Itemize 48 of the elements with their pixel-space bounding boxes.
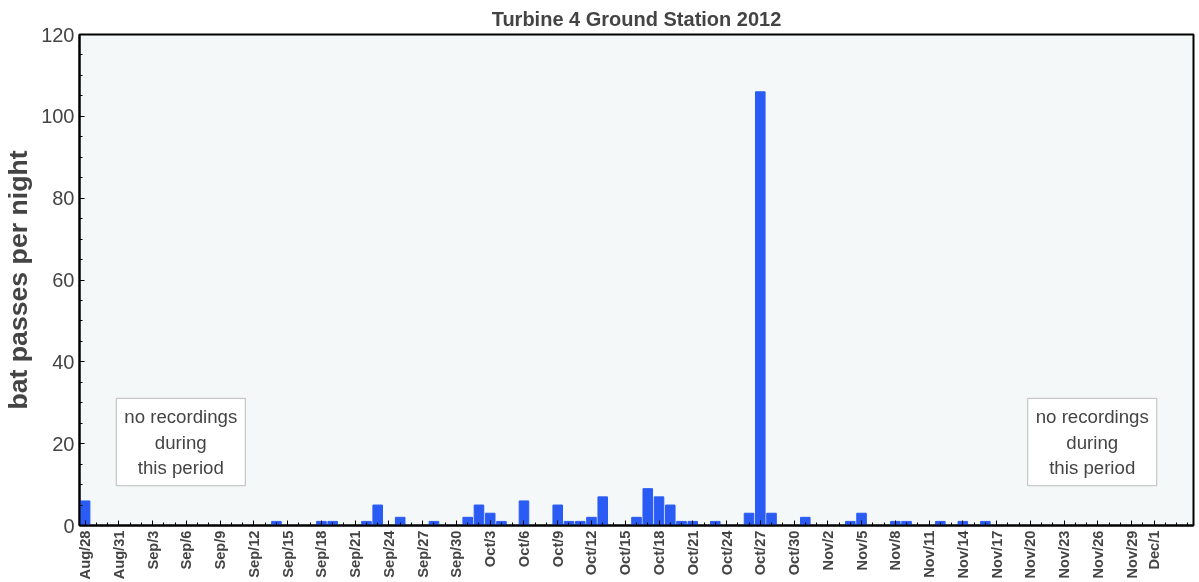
x-tick-label: Oct/3 <box>482 530 499 568</box>
x-tick-label: Nov/14 <box>954 529 971 579</box>
bar <box>394 516 406 526</box>
y-tick-label: 100 <box>41 105 75 128</box>
x-tick-label: Nov/11 <box>921 530 938 578</box>
y-tick-label: 0 <box>63 514 75 537</box>
x-tick-label: Oct/27 <box>752 530 769 576</box>
x-tick-label: Nov/20 <box>1022 530 1039 579</box>
x-tick-label: Sep/15 <box>279 530 296 578</box>
x-tick-label: Nov/26 <box>1089 530 1106 579</box>
y-tick-label: 80 <box>52 187 75 210</box>
x-tick-label: Sep/6 <box>178 530 195 570</box>
y-axis-title: bat passes per night <box>3 150 34 410</box>
x-tick-label: Oct/21 <box>684 530 701 576</box>
x-tick-label: Nov/29 <box>1123 530 1140 579</box>
x-tick-label: Nov/5 <box>853 530 870 571</box>
y-tick-label: 120 <box>41 23 75 46</box>
x-tick-label: Sep/24 <box>380 529 397 578</box>
x-tick-label: Nov/2 <box>819 530 836 571</box>
x-tick-label: Dec/1 <box>1146 530 1163 570</box>
x-tick-label: Sep/30 <box>448 530 465 578</box>
y-tick-label: 60 <box>52 269 75 291</box>
x-tick-label: Oct/30 <box>786 530 803 576</box>
x-tick-label: Nov/8 <box>887 530 904 571</box>
x-tick-label: Sep/12 <box>245 530 262 578</box>
bar <box>518 500 530 526</box>
x-tick-label: Oct/18 <box>651 530 668 576</box>
x-tick-label: Oct/12 <box>583 530 600 576</box>
x-tick-label: Nov/17 <box>988 530 1005 579</box>
chart-title: Turbine 4 Ground Station 2012 <box>491 7 782 30</box>
bar <box>79 500 91 526</box>
x-tick-label: Oct/6 <box>515 530 532 568</box>
x-tick-label: Sep/3 <box>144 530 161 570</box>
y-tick-label: 20 <box>52 432 75 455</box>
annotation: no recordings during this period <box>124 406 238 478</box>
annotation: no recordings during this period <box>1035 406 1149 478</box>
x-tick-label: Aug/28 <box>77 530 94 580</box>
bar <box>800 516 811 526</box>
x-tick-label: Sep/27 <box>414 530 431 578</box>
x-tick-label: Aug/31 <box>110 530 127 580</box>
x-tick-label: Oct/9 <box>549 530 566 568</box>
x-tick-label: Sep/9 <box>212 530 229 570</box>
x-tick-label: Nov/23 <box>1056 530 1073 579</box>
x-tick-label: Oct/15 <box>617 530 634 576</box>
y-tick-label: 40 <box>52 350 75 373</box>
x-tick-label: Oct/24 <box>718 529 735 576</box>
x-tick-label: Sep/21 <box>347 530 364 578</box>
x-tick-label: Sep/18 <box>313 530 330 578</box>
